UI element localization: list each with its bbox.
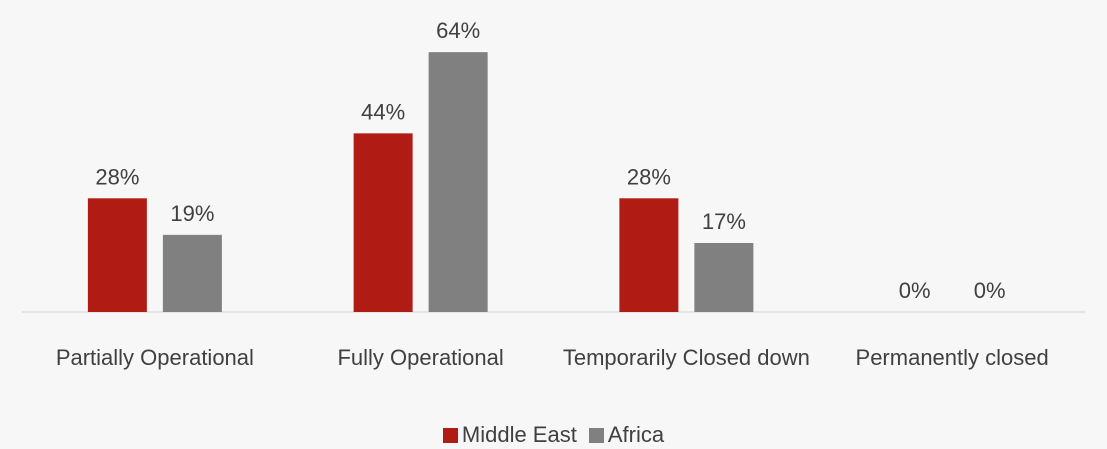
data-label: 19% [170,201,214,226]
legend-swatch [589,428,604,443]
bar [694,243,753,312]
x-tick-label: Permanently closed [819,343,1085,372]
legend-label: Africa [608,422,664,448]
bar [619,198,678,312]
legend: Middle East Africa [0,422,1107,448]
bar [354,133,413,312]
legend-item: Middle East [443,422,577,448]
plot: 28% 19% 44% 64% 28% 17% 0% 0% [0,0,1107,449]
bar [88,198,147,312]
bar [163,235,222,312]
data-label: 0% [899,278,931,303]
data-label: 28% [627,164,671,189]
x-tick-label: Partially Operational [22,343,288,372]
data-label: 44% [361,99,405,124]
data-label: 64% [436,18,480,43]
data-label: 0% [974,278,1006,303]
bar [429,52,488,312]
chart: 28% 19% 44% 64% 28% 17% 0% 0% Middle East Africa… [0,0,1107,449]
legend-swatch [443,428,458,443]
legend-label: Middle East [462,422,577,448]
x-tick-label: Temporarily Closed down [553,343,819,372]
legend-item: Africa [589,422,664,448]
data-label: 28% [95,164,139,189]
x-tick-label: Fully Operational [288,343,554,372]
data-label: 17% [702,209,746,234]
